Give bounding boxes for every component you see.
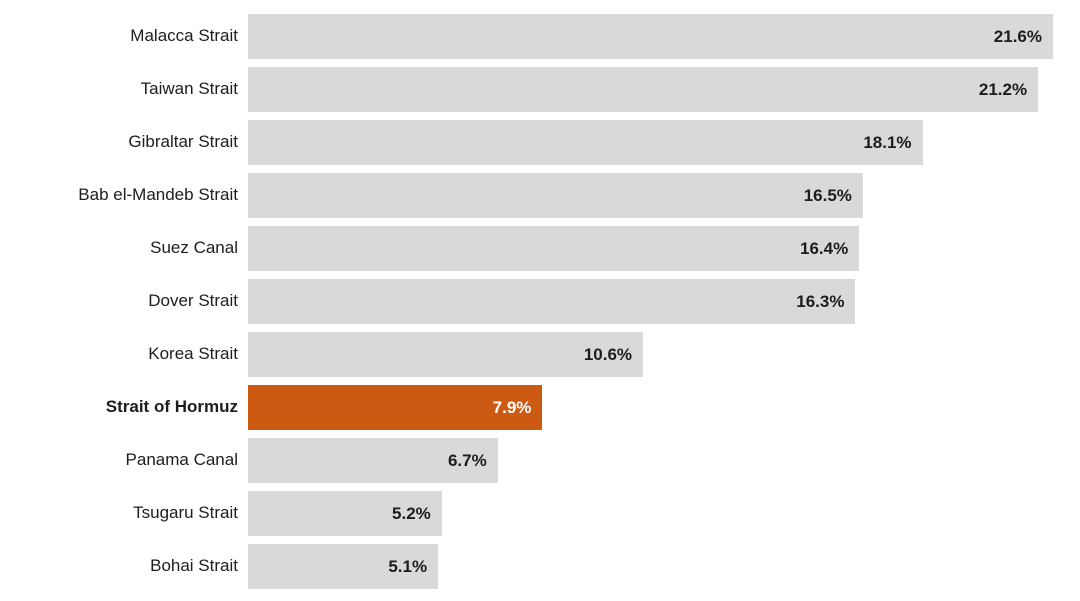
category-label: Taiwan Strait: [140, 79, 238, 99]
category-label: Korea Strait: [148, 344, 238, 364]
bar: 18.1%: [248, 120, 923, 165]
category-label: Strait of Hormuz: [105, 397, 238, 417]
bar-row: Korea Strait 10.6%: [8, 332, 1053, 377]
bar-row: Panama Canal 6.7%: [8, 438, 1053, 483]
bar-track: 16.4%: [248, 226, 1053, 271]
bar: 10.6%: [248, 332, 644, 377]
category-label: Panama Canal: [125, 450, 238, 470]
category-label: Gibraltar Strait: [128, 132, 238, 152]
value-label: 21.2%: [978, 79, 1028, 99]
value-label: 5.1%: [388, 556, 428, 576]
bar-track: 16.5%: [248, 173, 1053, 218]
category-label: Bab el-Mandeb Strait: [78, 185, 238, 205]
bar-row: Gibraltar Strait 18.1%: [8, 120, 1053, 165]
bar-row: Bohai Strait 5.1%: [8, 544, 1053, 589]
bar-highlight: 7.9%: [248, 385, 543, 430]
bar-track: 5.2%: [248, 491, 1053, 536]
value-label: 21.6%: [993, 26, 1042, 46]
bar: 21.2%: [248, 67, 1039, 112]
bar: 16.4%: [248, 226, 860, 271]
bar: 5.1%: [248, 544, 439, 589]
value-label: 18.1%: [863, 132, 912, 152]
value-label: 5.2%: [392, 503, 431, 523]
bar-track: 18.1%: [248, 120, 1053, 165]
bar: 21.6%: [248, 14, 1053, 59]
category-label: Dover Strait: [148, 291, 238, 311]
bar-track: 7.9%: [248, 385, 1053, 430]
value-label: 7.9%: [492, 397, 532, 417]
category-label: Bohai Strait: [150, 556, 238, 576]
bar: 6.7%: [248, 438, 498, 483]
category-label: Suez Canal: [150, 238, 238, 258]
value-label: 16.4%: [800, 238, 849, 258]
bar-track: 6.7%: [248, 438, 1053, 483]
bar-track: 5.1%: [248, 544, 1053, 589]
bar-row: Dover Strait 16.3%: [8, 279, 1053, 324]
bar-track: 21.6%: [248, 14, 1053, 59]
category-label: Malacca Strait: [130, 26, 238, 46]
bar-row: Suez Canal 16.4%: [8, 226, 1053, 271]
value-label: 16.5%: [803, 185, 852, 205]
bar-row: Malacca Strait 21.6%: [8, 14, 1053, 59]
bar: 16.3%: [248, 279, 856, 324]
bar: 5.2%: [248, 491, 442, 536]
bar-track: 10.6%: [248, 332, 1053, 377]
bar-track: 21.2%: [248, 67, 1053, 112]
bar-row: Strait of Hormuz 7.9%: [8, 385, 1053, 430]
value-label: 16.3%: [796, 291, 845, 311]
bar-track: 16.3%: [248, 279, 1053, 324]
bar: 16.5%: [248, 173, 863, 218]
value-label: 6.7%: [447, 450, 487, 470]
bar-row: Bab el-Mandeb Strait 16.5%: [8, 173, 1053, 218]
bar-row: Tsugaru Strait 5.2%: [8, 491, 1053, 536]
bar-row: Taiwan Strait 21.2%: [8, 67, 1053, 112]
value-label: 10.6%: [583, 344, 633, 364]
category-label: Tsugaru Strait: [133, 503, 238, 523]
